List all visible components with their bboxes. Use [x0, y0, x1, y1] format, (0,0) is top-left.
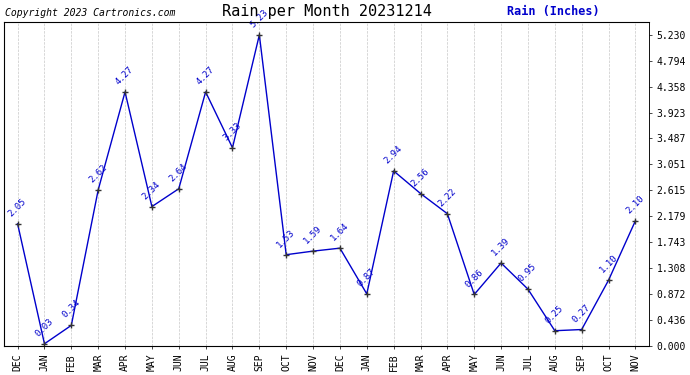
- Text: 0.87: 0.87: [355, 267, 377, 288]
- Text: Copyright 2023 Cartronics.com: Copyright 2023 Cartronics.com: [5, 9, 175, 18]
- Text: Rain (Inches): Rain (Inches): [507, 6, 600, 18]
- Text: 1.39: 1.39: [490, 236, 511, 258]
- Text: 0.03: 0.03: [33, 316, 55, 338]
- Text: 2.56: 2.56: [409, 166, 431, 188]
- Text: 0.27: 0.27: [571, 302, 592, 324]
- Text: 2.22: 2.22: [436, 187, 458, 208]
- Text: 2.62: 2.62: [87, 163, 108, 184]
- Text: 4.27: 4.27: [114, 65, 135, 86]
- Text: 0.25: 0.25: [544, 304, 565, 325]
- Text: 1.10: 1.10: [598, 253, 619, 274]
- Text: 3.33: 3.33: [221, 121, 243, 142]
- Text: 2.64: 2.64: [168, 162, 189, 183]
- Text: 1.53: 1.53: [275, 228, 297, 249]
- Text: 2.10: 2.10: [624, 194, 646, 215]
- Text: 0.95: 0.95: [517, 262, 538, 284]
- Title: Rain per Month 20231214: Rain per Month 20231214: [221, 4, 431, 19]
- Text: 1.59: 1.59: [302, 224, 324, 246]
- Text: 4.27: 4.27: [195, 65, 216, 86]
- Text: 1.64: 1.64: [329, 221, 351, 243]
- Text: 5.23: 5.23: [248, 8, 270, 29]
- Text: 0.86: 0.86: [463, 267, 484, 289]
- Text: 2.94: 2.94: [382, 144, 404, 165]
- Text: 2.34: 2.34: [141, 180, 162, 201]
- Text: 0.34: 0.34: [60, 298, 82, 320]
- Text: 2.05: 2.05: [6, 196, 28, 218]
